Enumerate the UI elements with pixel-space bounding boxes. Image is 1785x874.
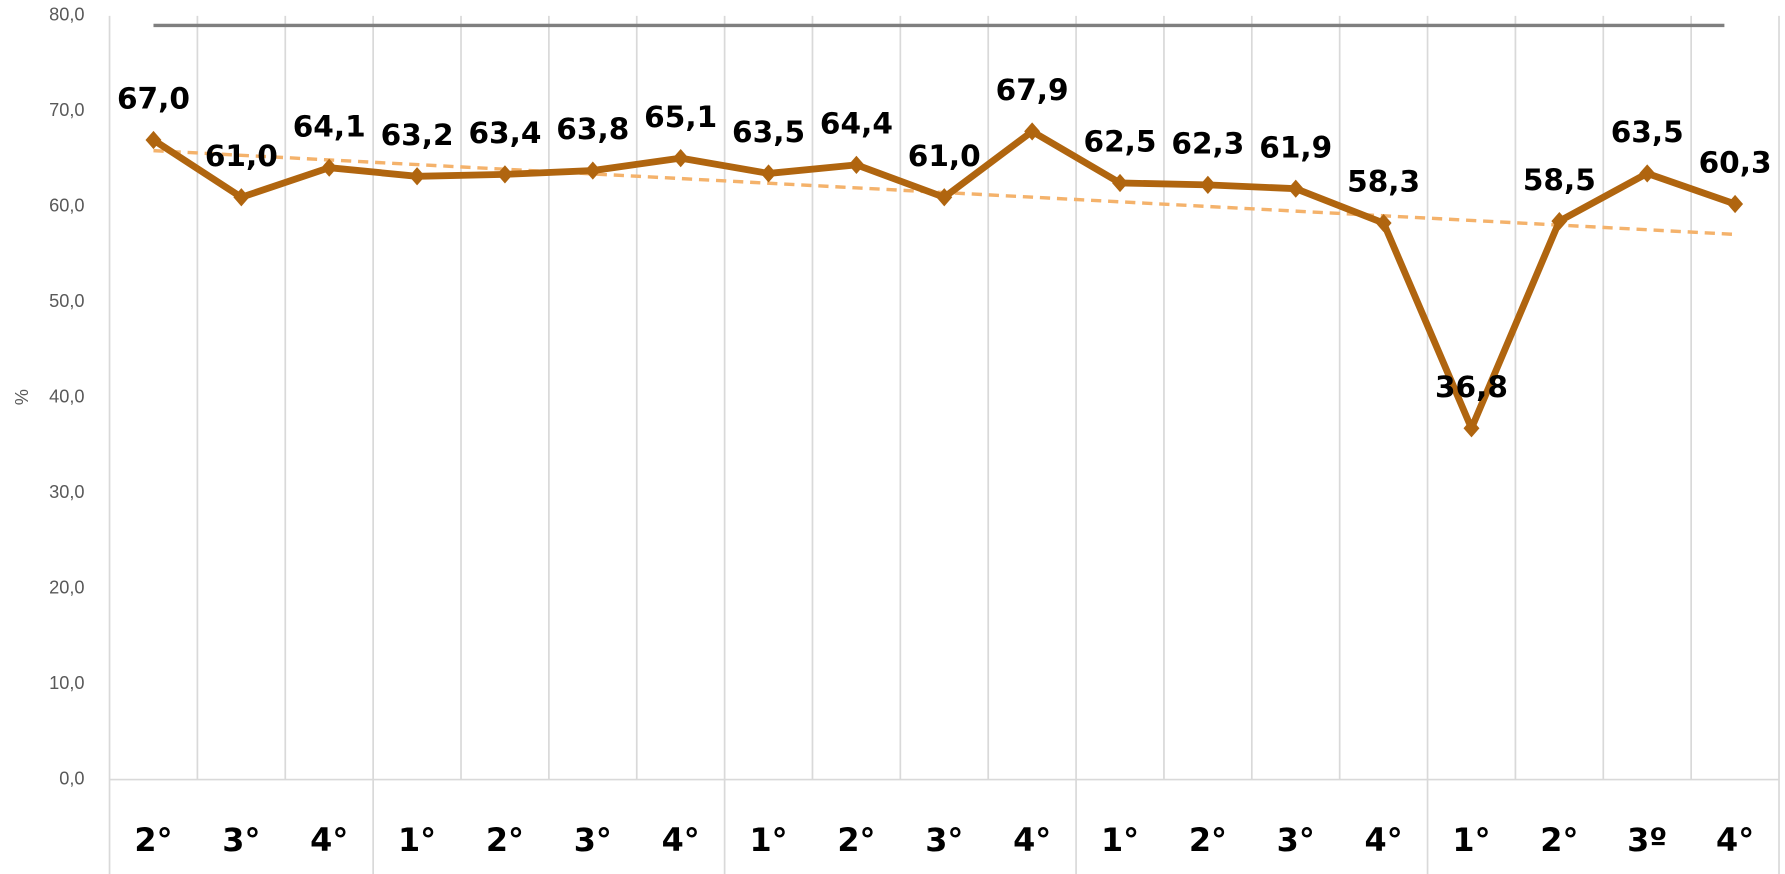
- data-label: 36,8: [1435, 370, 1508, 404]
- y-tick-label: 30,0: [49, 482, 84, 502]
- marker: [145, 130, 162, 150]
- data-label: 62,3: [1171, 127, 1244, 161]
- marker: [409, 167, 426, 186]
- marker: [672, 149, 689, 168]
- data-label: 63,5: [732, 115, 805, 149]
- marker: [1199, 175, 1216, 194]
- marker: [760, 164, 777, 183]
- y-tick-label: 0,0: [59, 768, 84, 788]
- marker: [1463, 419, 1480, 438]
- data-label: 61,0: [908, 139, 981, 173]
- y-tick-label: 60,0: [49, 196, 84, 216]
- data-label: 58,5: [1523, 163, 1596, 197]
- data-label: 62,5: [1084, 125, 1157, 159]
- y-tick-label: 70,0: [49, 100, 84, 120]
- x-tick-label: 3°: [222, 821, 260, 859]
- data-label: 63,4: [468, 116, 541, 150]
- marker: [848, 155, 865, 174]
- y-tick-label: 50,0: [49, 291, 84, 311]
- x-tick-label: 3°: [574, 821, 612, 859]
- x-tick-label: 2°: [486, 821, 524, 859]
- x-tick-label: 4°: [310, 821, 348, 859]
- x-tick-label: 2°: [1189, 821, 1227, 859]
- data-label: 60,3: [1699, 146, 1772, 180]
- x-tick-label: 1°: [1452, 821, 1490, 859]
- data-label: 61,0: [205, 139, 278, 173]
- y-tick-label: 20,0: [49, 577, 84, 597]
- data-label: 63,2: [381, 118, 454, 152]
- x-tick-label: 3°: [1277, 821, 1315, 859]
- marker: [321, 158, 338, 177]
- y-axis-label: %: [12, 389, 32, 405]
- marker: [1287, 179, 1304, 198]
- data-label: 64,1: [293, 109, 366, 143]
- marker: [1639, 164, 1656, 183]
- data-label: 64,4: [820, 107, 893, 141]
- data-label: 67,9: [996, 73, 1069, 107]
- x-tick-label: 2°: [837, 821, 875, 859]
- data-label: 58,3: [1347, 165, 1420, 199]
- data-label: 63,8: [556, 112, 629, 146]
- y-tick-label: 40,0: [49, 387, 84, 407]
- x-tick-label: 4°: [1013, 821, 1051, 859]
- marker: [233, 188, 250, 207]
- marker: [936, 188, 953, 207]
- x-tick-label: 2°: [1540, 821, 1578, 859]
- data-label: 61,9: [1259, 130, 1332, 164]
- x-tick-label: 4°: [1365, 821, 1403, 859]
- x-tick-label: 4°: [1716, 821, 1754, 859]
- marker: [1375, 213, 1392, 233]
- y-tick-label: 10,0: [49, 673, 84, 693]
- data-label: 63,5: [1611, 115, 1684, 149]
- x-tick-label: 1°: [749, 821, 787, 859]
- data-label: 67,0: [117, 82, 190, 116]
- x-tick-label: 1°: [398, 821, 436, 859]
- y-tick-label: 80,0: [49, 5, 84, 25]
- x-tick-label: 3°: [925, 821, 963, 859]
- x-tick-label: 3º: [1627, 821, 1667, 859]
- marker: [584, 161, 601, 180]
- x-tick-label: 2°: [134, 821, 172, 859]
- data-label: 65,1: [644, 100, 717, 134]
- marker: [1727, 194, 1744, 214]
- x-tick-label: 1°: [1101, 821, 1139, 859]
- x-tick-label: 4°: [662, 821, 700, 859]
